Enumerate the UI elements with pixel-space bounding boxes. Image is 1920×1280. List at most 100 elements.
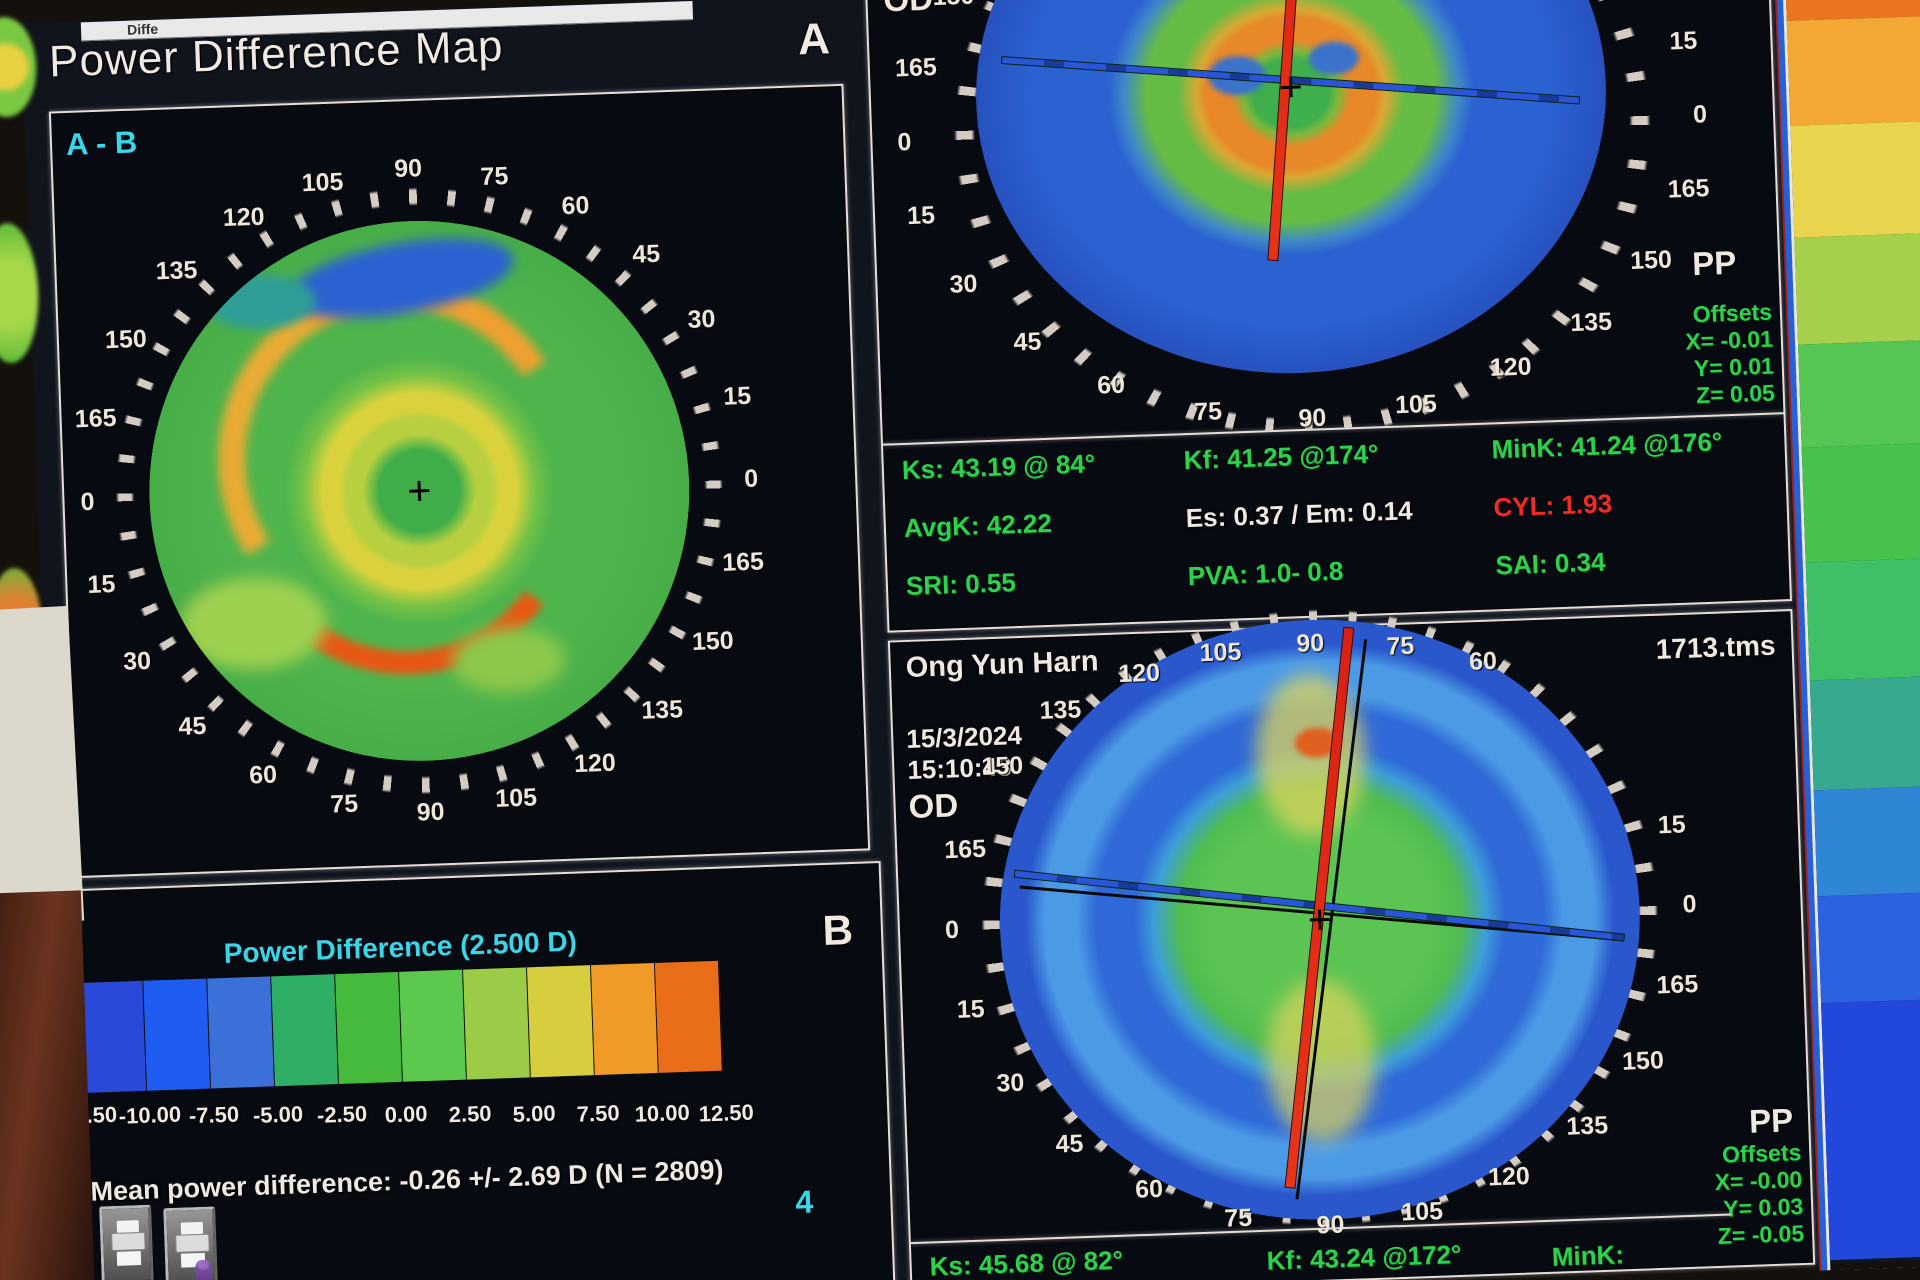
angle-label: 0 bbox=[1692, 100, 1708, 129]
patient-name: Ong Yun Harn bbox=[905, 645, 1100, 684]
angle-label: 150 bbox=[1629, 245, 1673, 275]
angle-label: 120 bbox=[573, 748, 617, 779]
angle-label: 105 bbox=[494, 783, 538, 813]
scale-band bbox=[1794, 232, 1920, 345]
offsets-title: Offsets bbox=[1692, 298, 1773, 328]
legend-tick: -5.00 bbox=[252, 1101, 304, 1129]
offset-x: X= -0.00 bbox=[1714, 1166, 1803, 1196]
legend-swatch bbox=[143, 978, 212, 1091]
offsets-block: Offsets X= -0.00 Y= 0.03 Z= -0.05 bbox=[1713, 1139, 1804, 1250]
offsets-title: Offsets bbox=[1721, 1139, 1802, 1168]
stat-es-em: Es: 0.37 / Em: 0.14 bbox=[1185, 495, 1414, 534]
stat-sri: SRI: 0.55 bbox=[905, 567, 1017, 601]
angle-label: 165 bbox=[894, 53, 938, 83]
angle-label: 90 bbox=[416, 797, 445, 827]
legend-tick: 5.00 bbox=[512, 1100, 556, 1127]
angle-label: 15 bbox=[1657, 810, 1687, 840]
page-number: 4 bbox=[794, 1183, 814, 1221]
panel-a-title: Power Difference Map bbox=[48, 21, 505, 87]
angle-label: 90 bbox=[1316, 1210, 1345, 1240]
offset-x: X= -0.01 bbox=[1684, 325, 1774, 355]
eye-label: OD bbox=[883, 0, 934, 19]
angle-label: 135 bbox=[1039, 695, 1082, 725]
map-a-sublabel: A - B bbox=[65, 124, 138, 162]
angle-label: 120 bbox=[222, 202, 266, 233]
person-magnifier-icon bbox=[195, 1259, 212, 1280]
scale-band bbox=[1801, 442, 1920, 563]
map-area: OD 150 165 0 15 30 45 60 75 90 105 120 1… bbox=[866, 0, 1784, 444]
angle-label: 165 bbox=[74, 403, 117, 434]
legend-swatch bbox=[654, 960, 723, 1073]
offset-z: Z= -0.05 bbox=[1717, 1220, 1805, 1250]
angle-label: 165 bbox=[943, 834, 987, 865]
axial-map-panel-top: OD 150 165 0 15 30 45 60 75 90 105 120 1… bbox=[863, 0, 1793, 633]
printer-icon bbox=[116, 1220, 140, 1233]
angle-label: 135 bbox=[155, 255, 198, 286]
legend-swatch bbox=[527, 965, 595, 1078]
angle-label: 0 bbox=[1682, 890, 1697, 919]
angle-label: 150 bbox=[980, 751, 1024, 781]
print-button[interactable] bbox=[99, 1204, 154, 1280]
legend-swatch bbox=[590, 962, 659, 1076]
panel-a-corner-label: A bbox=[797, 14, 831, 65]
legend-swatch bbox=[335, 971, 403, 1085]
angle-label: 60 bbox=[561, 191, 590, 221]
angle-label: 75 bbox=[1385, 631, 1415, 661]
angle-label: 30 bbox=[995, 1068, 1025, 1098]
legend-tick: 10.00 bbox=[634, 1099, 691, 1127]
offsets-block: Offsets X= -0.01 Y= 0.01 Z= 0.05 bbox=[1684, 299, 1775, 410]
angle-label: 135 bbox=[1565, 1111, 1609, 1141]
stat-ks: Ks: 43.19 @ 84° bbox=[901, 448, 1096, 486]
angle-label: 165 bbox=[1656, 970, 1699, 1000]
angle-label: 45 bbox=[631, 239, 661, 269]
angle-label: 0 bbox=[897, 127, 912, 157]
background-map-thumbnail bbox=[0, 222, 41, 365]
angle-label: 105 bbox=[1199, 637, 1242, 668]
legend-tick: 12.50 bbox=[698, 1099, 755, 1127]
angle-label: 15 bbox=[956, 994, 986, 1024]
offset-y: Y= 0.01 bbox=[1693, 352, 1775, 382]
angle-label: 150 bbox=[1621, 1046, 1665, 1076]
angle-label: 135 bbox=[640, 695, 684, 725]
angle-label: 90 bbox=[1295, 628, 1325, 658]
angle-label: 0 bbox=[944, 915, 960, 945]
angle-label: 165 bbox=[721, 547, 765, 577]
angle-label: 120 bbox=[1489, 352, 1533, 382]
angle-label: 30 bbox=[122, 646, 152, 676]
angle-label: 135 bbox=[1569, 307, 1613, 338]
map-a-box: A - B 90 105 120 135 150 165 0 15 30 45 … bbox=[48, 83, 871, 879]
stat-ks: Ks: 45.68 @ 82° bbox=[929, 1244, 1124, 1280]
legend-swatch bbox=[207, 976, 276, 1089]
angle-label: 0 bbox=[743, 464, 759, 494]
angle-label: 105 bbox=[301, 167, 344, 198]
angle-label: 60 bbox=[1468, 646, 1498, 676]
legend-tick: -7.50 bbox=[188, 1101, 240, 1129]
angle-label: 75 bbox=[329, 789, 359, 819]
angle-label: 60 bbox=[248, 760, 278, 790]
file-name: 1713.tms bbox=[1655, 629, 1777, 665]
legend-tick: -2.50 bbox=[316, 1101, 368, 1128]
angle-label: 0 bbox=[80, 487, 95, 517]
panel-b-corner-label: B bbox=[821, 906, 854, 955]
scale-band bbox=[1805, 557, 1920, 681]
angle-label: 15 bbox=[87, 570, 116, 600]
print-preview-button[interactable] bbox=[163, 1206, 218, 1280]
legend-swatch bbox=[79, 980, 148, 1093]
angle-label: 150 bbox=[691, 626, 735, 656]
angle-label: 150 bbox=[104, 324, 148, 355]
angle-label: 105 bbox=[1394, 389, 1438, 420]
legend-swatch bbox=[399, 969, 467, 1082]
legend-swatch bbox=[271, 974, 339, 1087]
pp-label: PP bbox=[1691, 243, 1737, 283]
scale-band bbox=[1786, 15, 1920, 126]
legend-tick: 2.50 bbox=[448, 1100, 492, 1128]
angle-label: 45 bbox=[1013, 327, 1042, 357]
angle-label: 60 bbox=[1096, 370, 1126, 400]
stat-avgk: AvgK: 42.22 bbox=[903, 507, 1053, 543]
pp-label: PP bbox=[1748, 1101, 1794, 1140]
angle-label: 45 bbox=[178, 711, 207, 741]
angle-label: 15 bbox=[1669, 26, 1698, 56]
angle-label: 15 bbox=[906, 201, 936, 231]
